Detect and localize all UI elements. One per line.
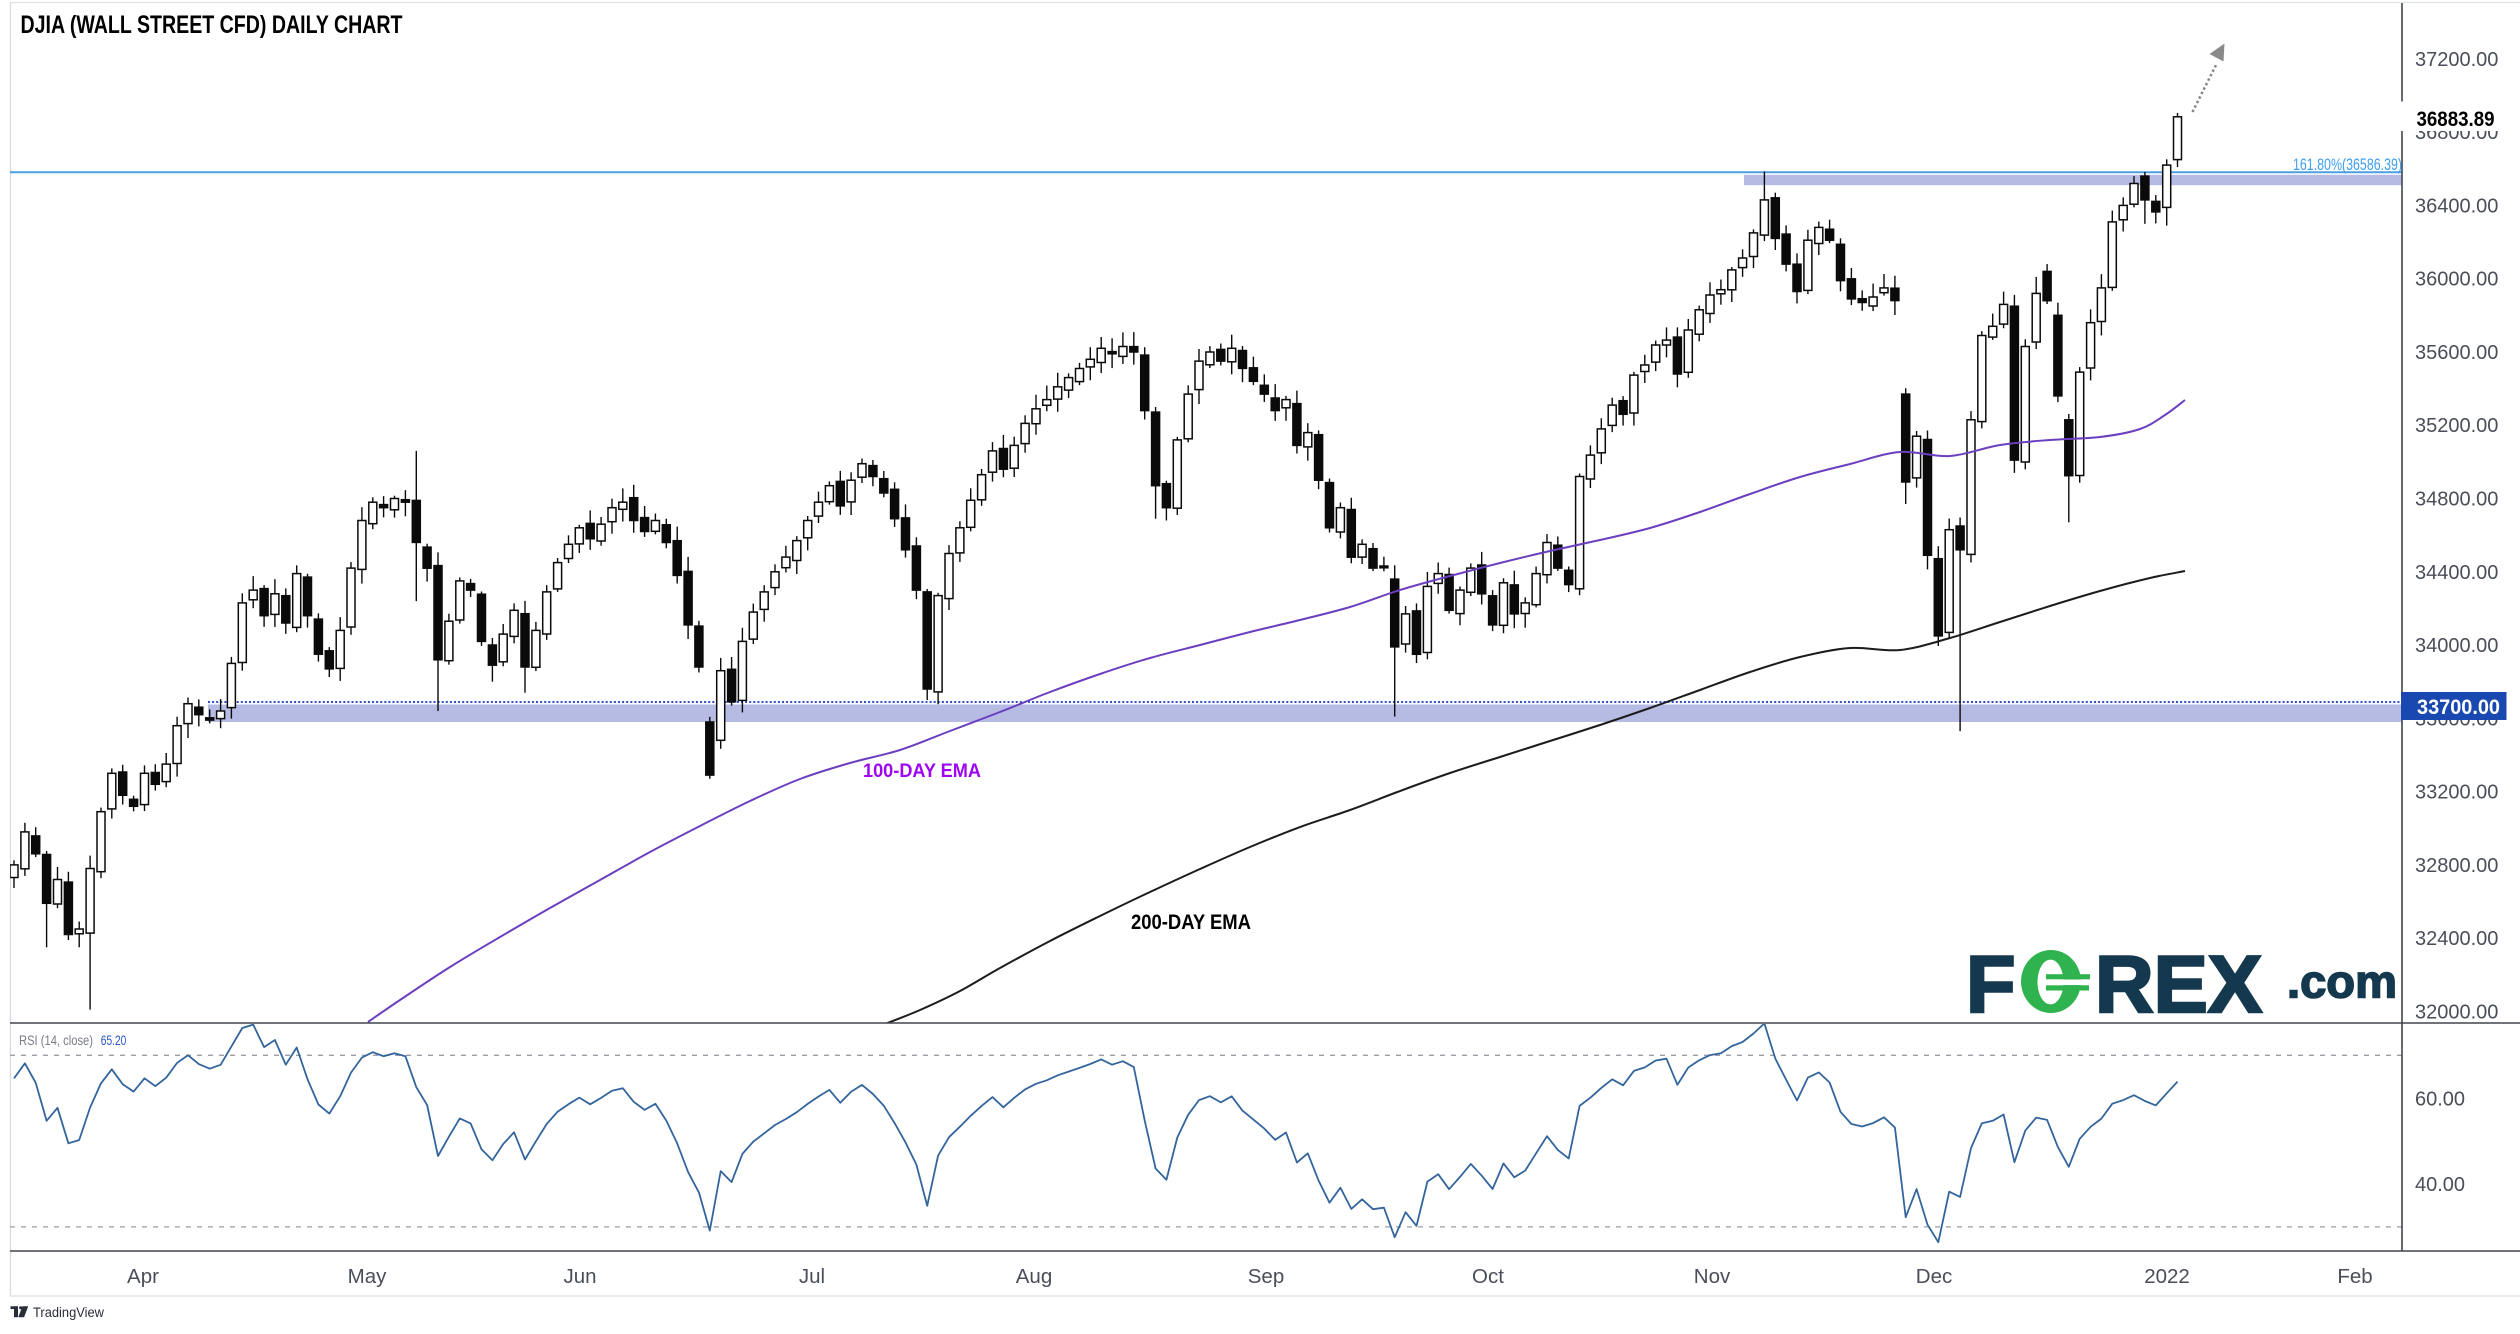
svg-text:36000.00: 36000.00: [2415, 269, 2498, 291]
svg-text:Aug: Aug: [1016, 1265, 1052, 1288]
svg-text:40.00: 40.00: [2415, 1174, 2465, 1196]
svg-text:161.80%(36586.39): 161.80%(36586.39): [2293, 155, 2402, 174]
svg-text:32000.00: 32000.00: [2415, 1001, 2498, 1023]
svg-text:Apr: Apr: [127, 1265, 159, 1288]
svg-text:RSI (14, close): RSI (14, close): [19, 1032, 93, 1048]
svg-text:Oct: Oct: [1472, 1265, 1504, 1288]
svg-text:65.20: 65.20: [101, 1032, 127, 1048]
svg-text:Jun: Jun: [563, 1265, 596, 1288]
svg-text:35600.00: 35600.00: [2415, 342, 2498, 364]
svg-text:32400.00: 32400.00: [2415, 928, 2498, 950]
svg-text:Jul: Jul: [799, 1265, 825, 1288]
svg-text:Nov: Nov: [1694, 1265, 1731, 1288]
svg-text:60.00: 60.00: [2415, 1088, 2465, 1110]
svg-text:REX: REX: [2095, 940, 2262, 1030]
svg-text:36883.89: 36883.89: [2417, 107, 2495, 131]
svg-text:33200.00: 33200.00: [2415, 782, 2498, 804]
svg-text:DJIA (WALL STREET CFD) DAILY C: DJIA (WALL STREET CFD) DAILY CHART: [21, 11, 403, 39]
svg-text:TradingView: TradingView: [33, 1305, 104, 1320]
svg-text:May: May: [348, 1265, 387, 1288]
svg-text:.com: .com: [2287, 956, 2397, 1008]
svg-text:100-DAY EMA: 100-DAY EMA: [863, 761, 981, 782]
svg-text:37200.00: 37200.00: [2415, 49, 2498, 71]
svg-text:33700.00: 33700.00: [2417, 696, 2500, 719]
svg-text:F: F: [1966, 940, 2015, 1030]
svg-text:Dec: Dec: [1916, 1265, 1952, 1288]
svg-text:Feb: Feb: [2337, 1265, 2372, 1288]
svg-text:35200.00: 35200.00: [2415, 415, 2498, 437]
svg-text:2022: 2022: [2144, 1265, 2190, 1288]
svg-text:36400.00: 36400.00: [2415, 195, 2498, 217]
svg-text:32800.00: 32800.00: [2415, 855, 2498, 877]
svg-text:34400.00: 34400.00: [2415, 562, 2498, 584]
svg-text:200-DAY EMA: 200-DAY EMA: [1131, 911, 1251, 934]
svg-text:34800.00: 34800.00: [2415, 489, 2498, 511]
svg-text:34000.00: 34000.00: [2415, 635, 2498, 657]
svg-text:Sep: Sep: [1248, 1265, 1284, 1288]
